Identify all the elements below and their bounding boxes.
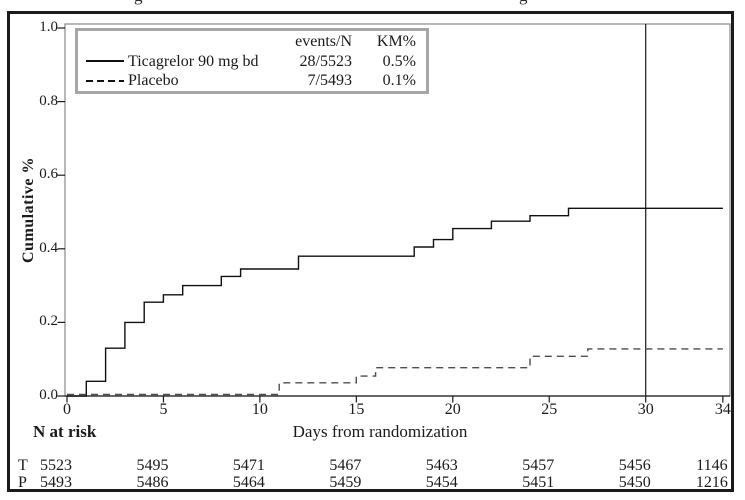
n-at-risk-value: 5486 <box>136 474 169 491</box>
n-at-risk-value: 5464 <box>232 474 265 491</box>
legend-label-placebo: Placebo <box>128 72 179 89</box>
x-tick-label: 30 <box>637 401 654 418</box>
n-at-risk-value: 5450 <box>618 474 651 491</box>
legend-events-ticagrelor: 28/5523 <box>299 52 352 70</box>
figure-border <box>7 11 734 492</box>
n-at-risk-value: 5471 <box>232 457 265 474</box>
x-tick-label: 0 <box>63 401 71 418</box>
legend-label-ticagrelor: Ticagrelor 90 mg bd <box>128 52 259 70</box>
x-tick-label: 34 <box>714 401 731 418</box>
title-fragment-left: g <box>134 0 143 6</box>
legend-solid-line-sample <box>86 60 124 63</box>
x-tick-label: 20 <box>444 401 461 418</box>
y-axis-label: Cumulative % <box>20 157 37 263</box>
title-fragment-right: g <box>519 0 528 6</box>
n-at-risk-value: 5467 <box>329 457 362 474</box>
x-tick-label: 10 <box>251 401 268 418</box>
y-tick-label: 0.4 <box>39 239 58 256</box>
n-at-risk-value: 5459 <box>329 474 362 491</box>
n-at-risk-row-label: P <box>18 474 27 491</box>
legend-grid: events/N KM% Ticagrelor 90 mg bd 28/5523… <box>84 32 416 91</box>
n-at-risk-value: 5451 <box>522 474 555 491</box>
x-axis-label: Days from randomization <box>292 422 468 441</box>
n-at-risk-value: 1216 <box>695 474 728 491</box>
n-at-risk-value: 1146 <box>696 457 728 474</box>
y-tick-label: 0.2 <box>39 313 58 330</box>
legend-header-km: KM% <box>376 33 416 50</box>
n-at-risk-value: 5463 <box>425 457 458 474</box>
n-at-risk-heading: N at risk <box>33 422 97 441</box>
x-tick-label: 5 <box>159 401 168 418</box>
x-tick-label: 25 <box>541 401 558 418</box>
n-at-risk-value: 5454 <box>425 474 458 491</box>
ticagrelor-curve <box>67 207 723 397</box>
x-tick-label: 15 <box>348 401 365 418</box>
y-tick-label: 0.8 <box>39 92 58 109</box>
legend-spacer <box>128 32 264 52</box>
placebo-curve <box>67 348 723 396</box>
legend-box: events/N KM% Ticagrelor 90 mg bd 28/5523… <box>75 28 429 94</box>
n-at-risk-value: 5523 <box>40 457 72 474</box>
y-tick-label: 0.0 <box>39 387 58 403</box>
legend-spacer <box>84 32 128 52</box>
legend-header-events: events/N <box>295 33 352 50</box>
legend-dashed-line-sample <box>86 79 124 82</box>
n-at-risk-value: 5495 <box>136 457 169 474</box>
n-at-risk-value: 5493 <box>40 474 72 491</box>
legend-km-placebo: 0.1% <box>382 72 416 89</box>
y-tick-label: 0.6 <box>39 166 58 183</box>
n-at-risk-value: 5456 <box>618 457 651 474</box>
n-at-risk-row-label: T <box>18 457 28 474</box>
legend-km-ticagrelor: 0.5% <box>382 52 416 70</box>
legend-events-placebo: 7/5493 <box>307 72 352 89</box>
n-at-risk-value: 5457 <box>522 457 555 474</box>
y-tick-label: 1.0 <box>39 19 58 35</box>
